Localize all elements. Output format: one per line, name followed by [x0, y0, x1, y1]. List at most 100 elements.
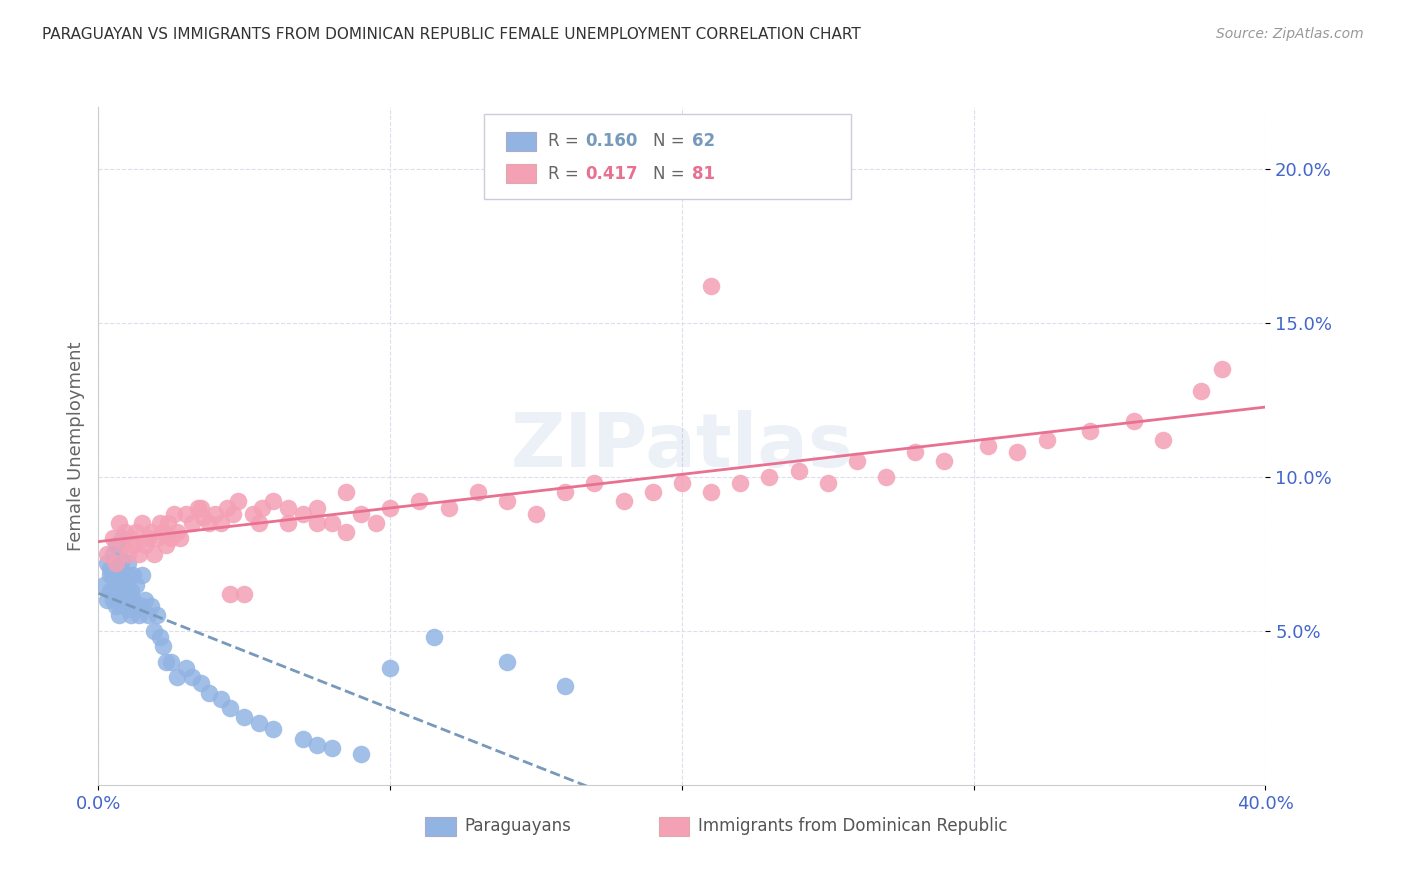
Point	[149, 516, 172, 530]
Text: 62: 62	[692, 132, 716, 150]
Point	[554, 679, 576, 693]
Point	[1123, 414, 1146, 428]
Point	[1007, 445, 1029, 459]
Point	[228, 494, 250, 508]
Point	[131, 516, 153, 530]
Bar	[425, 817, 456, 836]
Point	[149, 630, 172, 644]
Point	[209, 691, 232, 706]
Point	[250, 500, 273, 515]
Point	[139, 599, 162, 614]
Point	[104, 599, 127, 614]
Y-axis label: Female Unemployment: Female Unemployment	[66, 342, 84, 550]
Point	[423, 630, 446, 644]
Point	[1035, 433, 1057, 447]
Text: 0.417: 0.417	[585, 165, 638, 183]
Point	[163, 507, 186, 521]
Point	[187, 500, 209, 515]
Point	[180, 670, 202, 684]
Point	[114, 525, 136, 540]
Point	[583, 475, 606, 490]
Point	[104, 556, 127, 570]
FancyBboxPatch shape	[484, 114, 851, 199]
Point	[155, 538, 177, 552]
Point	[307, 516, 329, 530]
Point	[218, 701, 240, 715]
Point	[758, 470, 780, 484]
Point	[96, 547, 118, 561]
Text: 0.160: 0.160	[585, 132, 637, 150]
Point	[190, 500, 212, 515]
Point	[134, 593, 156, 607]
Point	[612, 494, 634, 508]
Point	[98, 583, 121, 598]
Point	[122, 538, 145, 552]
Text: PARAGUAYAN VS IMMIGRANTS FROM DOMINICAN REPUBLIC FEMALE UNEMPLOYMENT CORRELATION: PARAGUAYAN VS IMMIGRANTS FROM DOMINICAN …	[42, 27, 860, 42]
Point	[108, 587, 131, 601]
Point	[166, 670, 188, 684]
Point	[321, 741, 343, 756]
Point	[160, 532, 183, 546]
Point	[262, 494, 284, 508]
Point	[114, 577, 136, 591]
Point	[198, 516, 221, 530]
Point	[125, 577, 148, 591]
Point	[96, 556, 118, 570]
Point	[247, 516, 270, 530]
Point	[98, 562, 121, 576]
Point	[554, 485, 576, 500]
Point	[122, 593, 145, 607]
Point	[120, 608, 142, 623]
Point	[190, 676, 212, 690]
Text: Paraguayans: Paraguayans	[465, 817, 572, 835]
Text: Source: ZipAtlas.com: Source: ZipAtlas.com	[1216, 27, 1364, 41]
Point	[155, 655, 177, 669]
Point	[120, 532, 142, 546]
Point	[700, 485, 723, 500]
Point	[111, 572, 134, 586]
Point	[247, 716, 270, 731]
Point	[496, 494, 519, 508]
Point	[111, 593, 134, 607]
Point	[111, 538, 134, 552]
Point	[174, 507, 197, 521]
Point	[169, 532, 191, 546]
Point	[136, 532, 159, 546]
Point	[204, 507, 226, 521]
Point	[350, 507, 373, 521]
Bar	[506, 132, 536, 151]
Bar	[506, 164, 536, 184]
Point	[291, 731, 314, 746]
Point	[242, 507, 264, 521]
Point	[139, 525, 162, 540]
Point	[262, 723, 284, 737]
Point	[437, 500, 460, 515]
Point	[817, 475, 839, 490]
Point	[117, 568, 139, 582]
Point	[977, 439, 1000, 453]
Point	[193, 509, 215, 524]
Point	[111, 532, 134, 546]
Point	[125, 525, 148, 540]
Point	[93, 577, 115, 591]
Point	[108, 608, 131, 623]
Point	[152, 525, 174, 540]
Point	[408, 494, 430, 508]
Point	[291, 507, 314, 521]
Point	[142, 624, 165, 638]
Point	[134, 538, 156, 552]
Point	[108, 516, 131, 530]
Point	[104, 556, 127, 570]
Point	[98, 568, 121, 582]
Point	[730, 475, 752, 490]
Point	[277, 516, 299, 530]
Point	[277, 500, 299, 515]
Point	[104, 577, 127, 591]
Point	[1189, 384, 1212, 398]
Point	[128, 608, 150, 623]
Point	[128, 547, 150, 561]
Text: ZIPatlas: ZIPatlas	[510, 409, 853, 483]
Point	[111, 553, 134, 567]
Point	[101, 568, 124, 582]
Text: 81: 81	[692, 165, 716, 183]
